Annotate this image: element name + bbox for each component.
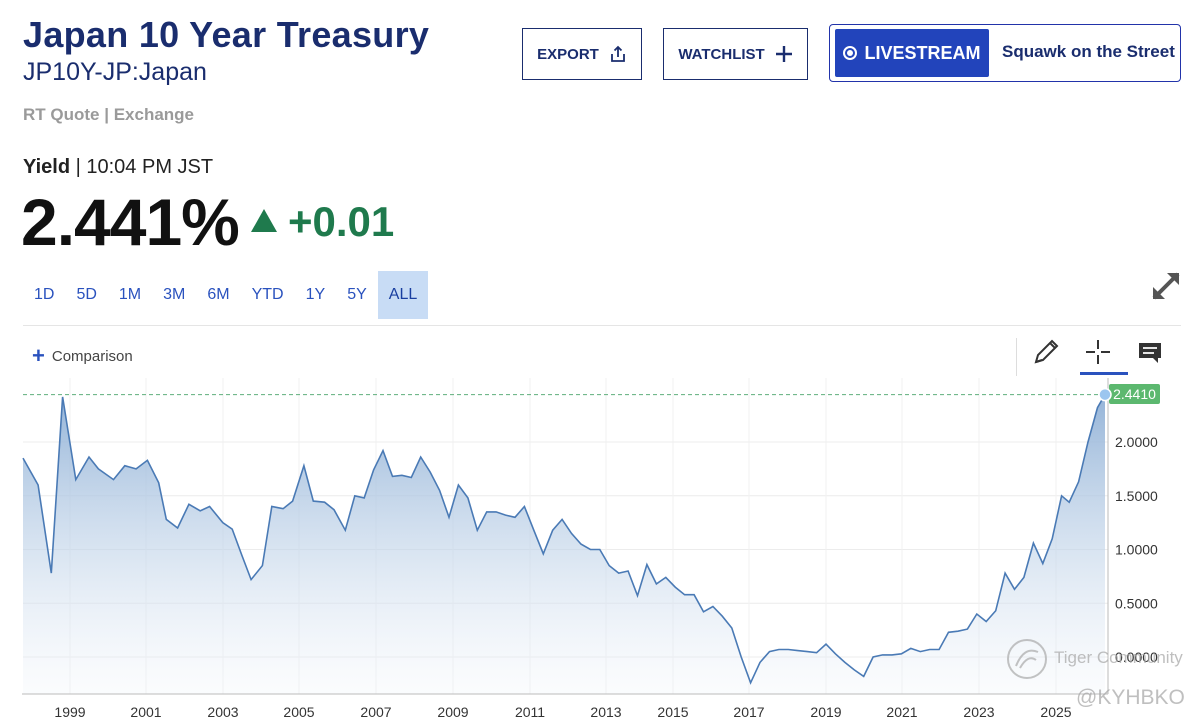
- watermark-text: Tiger Community: [1054, 648, 1183, 667]
- chart-line: [22, 394, 1106, 685]
- up-arrow-icon: [251, 209, 277, 232]
- expand-icon[interactable]: [1148, 268, 1184, 304]
- share-icon: [610, 45, 625, 62]
- plus-icon: [775, 46, 792, 62]
- comment-icon[interactable]: [1132, 334, 1168, 370]
- range-1d[interactable]: 1D: [34, 286, 55, 303]
- y-tick-label: 0.5000: [1115, 595, 1158, 611]
- comparison-label: Comparison: [51, 347, 133, 365]
- quote-time: 10:04 PM JST: [86, 156, 214, 178]
- yield-chart[interactable]: 2.0000 1.5000 1.0000 0.5000 0.0000 1999 2001 2…: [0, 376, 1200, 726]
- x-tick-label: 2005: [283, 704, 314, 720]
- range-6m[interactable]: 6M: [207, 286, 230, 303]
- comparison-button[interactable]: + Comparison: [32, 345, 133, 367]
- x-tick-label: 2019: [810, 704, 841, 720]
- x-tick-label: 2017: [733, 704, 764, 720]
- squawk-link[interactable]: Squawk on the Street: [1002, 42, 1175, 61]
- crosshair-icon[interactable]: [1080, 334, 1116, 370]
- rt-quote-label: RT Quote | Exchange: [23, 105, 195, 124]
- x-tick-label: 2015: [657, 704, 688, 720]
- last-value-marker: [1098, 387, 1112, 402]
- x-tick-label: 2001: [130, 704, 161, 720]
- chart-area: [23, 394, 1105, 694]
- range-5d[interactable]: 5D: [76, 286, 97, 303]
- watchlist-button-label: WATCHLIST: [678, 45, 765, 63]
- x-tick-label: 2013: [590, 704, 621, 720]
- range-5y[interactable]: 5Y: [347, 286, 367, 303]
- y-tick-label: 1.5000: [1115, 488, 1158, 504]
- yield-label: Yield: [23, 156, 71, 178]
- y-tick-label: 0.0000: [1115, 649, 1158, 665]
- page-title: Japan 10 Year Treasury: [23, 14, 430, 55]
- livestream-panel: LIVESTREAM Squawk on the Street: [829, 24, 1181, 82]
- tool-separator: [1016, 338, 1017, 376]
- x-tick-label: 2021: [886, 704, 917, 720]
- x-tick-label: 2003: [207, 704, 238, 720]
- range-selector: 1D 5D 1M 3M 6M YTD 1Y 5Y ALL: [23, 271, 429, 319]
- yield-time-label: Yield | 10:04 PM JST: [23, 156, 214, 178]
- tiger-logo-icon: [1007, 639, 1047, 679]
- export-button-label: EXPORT: [537, 45, 599, 63]
- livestream-button-label: LIVESTREAM: [864, 42, 981, 63]
- x-tick-label: 2023: [963, 704, 994, 720]
- y-tick-label: 1.0000: [1115, 542, 1158, 558]
- watchlist-button[interactable]: WATCHLIST: [663, 28, 808, 80]
- live-dot-icon: [843, 46, 858, 60]
- price-value: 2.441%: [21, 185, 240, 259]
- range-ytd[interactable]: YTD: [251, 286, 284, 303]
- x-tick-label: 1999: [54, 704, 85, 720]
- x-tick-label: 2009: [437, 704, 468, 720]
- livestream-button[interactable]: LIVESTREAM: [835, 29, 989, 77]
- last-value-tag: [1109, 384, 1160, 404]
- export-button[interactable]: EXPORT: [522, 28, 642, 80]
- x-tick-label: 2025: [1040, 704, 1071, 720]
- toolbar-divider: [23, 325, 1181, 326]
- range-1m[interactable]: 1M: [118, 286, 142, 303]
- change-value: +0.01: [288, 198, 395, 245]
- x-tick-label: 2011: [515, 704, 545, 720]
- watermark-handle: @KYHBKO: [1076, 686, 1185, 709]
- range-3m[interactable]: 3M: [163, 286, 186, 303]
- active-tool-indicator: [1080, 372, 1128, 375]
- x-tick-label: 2007: [360, 704, 391, 720]
- draw-icon[interactable]: [1028, 334, 1064, 370]
- symbol-label: JP10Y-JP:Japan: [23, 58, 207, 86]
- range-1y[interactable]: 1Y: [305, 286, 326, 303]
- range-all[interactable]: ALL: [377, 271, 429, 319]
- y-tick-label: 2.0000: [1115, 434, 1158, 450]
- last-value-label: 2.4410: [1113, 386, 1156, 402]
- plus-icon: +: [32, 343, 45, 368]
